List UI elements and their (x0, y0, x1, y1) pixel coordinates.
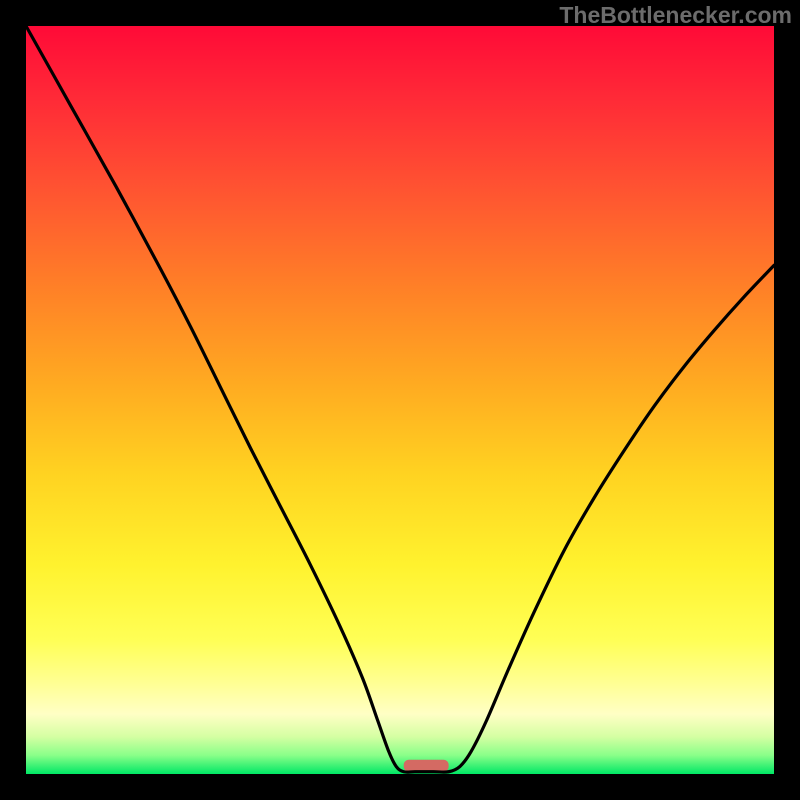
watermark-text: TheBottlenecker.com (559, 2, 792, 29)
chart-frame: TheBottlenecker.com (0, 0, 800, 800)
bottleneck-chart (0, 0, 800, 800)
plot-background (26, 26, 774, 774)
trough-marker (404, 760, 449, 772)
